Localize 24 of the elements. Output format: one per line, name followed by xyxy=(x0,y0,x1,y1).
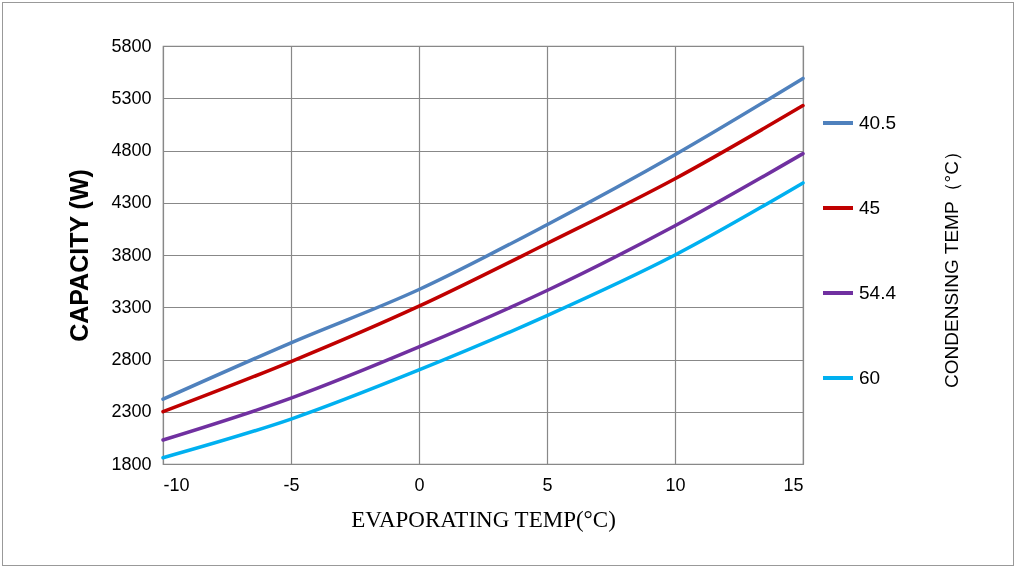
y-tick-label: 4800 xyxy=(111,140,152,160)
y-tick-label: 4300 xyxy=(111,192,152,213)
legend-label: 45 xyxy=(859,197,881,218)
legend-label: 54.4 xyxy=(859,282,897,303)
y-tick-label: 3300 xyxy=(111,296,152,317)
legend-label: 60 xyxy=(859,367,881,388)
x-tick-label: -5 xyxy=(283,474,300,495)
x-axis-title: EVAPORATING TEMP(°C) xyxy=(351,506,616,532)
x-tick-label: -10 xyxy=(163,474,190,495)
line-series xyxy=(161,151,805,442)
y-tick-label: 5300 xyxy=(111,87,152,108)
y-tick-label: 3800 xyxy=(111,244,152,265)
x-tick-label: 15 xyxy=(783,474,804,495)
legend-label: 40.5 xyxy=(859,112,896,133)
x-tick-label: 10 xyxy=(665,474,686,495)
legend-title: CONDENSING TEMP（°C） xyxy=(940,142,963,388)
x-tick-label: 5 xyxy=(542,474,553,495)
y-tick-label: 1800 xyxy=(111,453,152,474)
y-tick-label: 2300 xyxy=(111,401,152,422)
x-tick-label: 0 xyxy=(414,474,425,495)
y-tick-label: 5800 xyxy=(111,35,152,56)
line-series xyxy=(161,181,805,460)
y-axis-title: CAPACITY (W) xyxy=(65,169,94,342)
y-tick-label: 2800 xyxy=(111,349,152,369)
